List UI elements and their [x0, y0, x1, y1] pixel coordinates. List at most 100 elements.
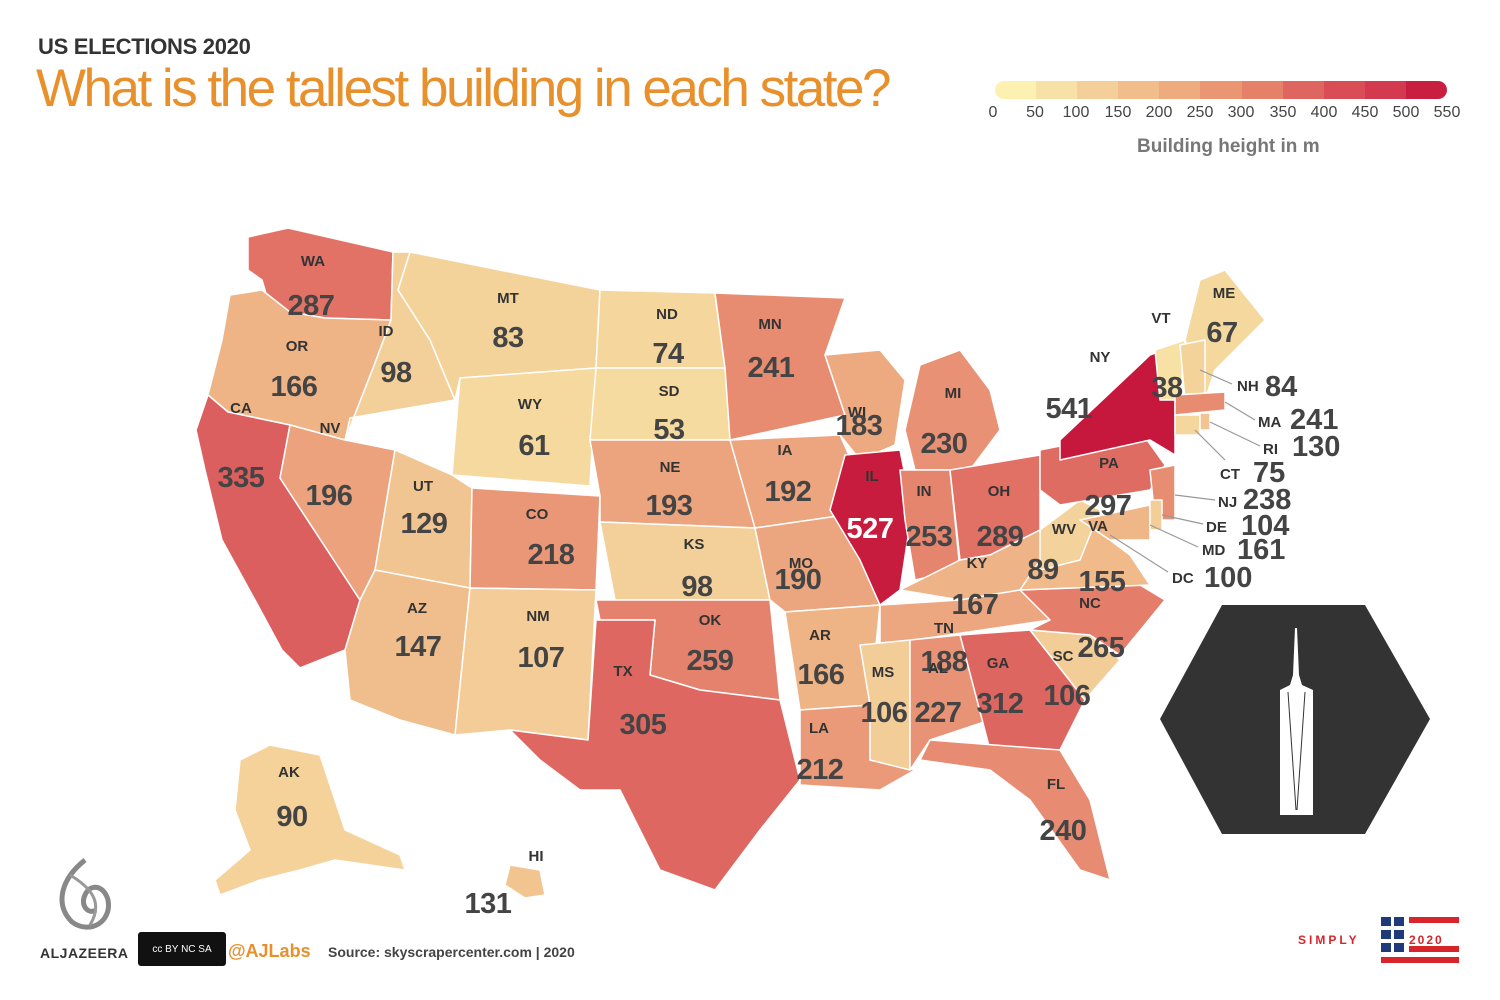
state-code-label: NM	[526, 608, 550, 625]
state-value-label: 53	[653, 414, 685, 446]
state-code-label: IA	[777, 442, 793, 459]
state-value-label: 196	[305, 480, 353, 512]
leader-line	[1224, 401, 1256, 421]
state-code-label: ID	[378, 323, 394, 340]
state-code-label: CA	[230, 400, 252, 417]
state-value-label: 230	[920, 428, 968, 460]
state-value-label: 297	[1084, 490, 1132, 522]
state-value-label: 129	[400, 508, 448, 540]
state-value-label: 305	[619, 709, 667, 741]
cc-license-badge: cc BY NC SA	[138, 932, 226, 966]
state-code-label: AL	[928, 660, 948, 677]
state-value-label: 212	[796, 754, 844, 786]
legend-tick-label: 350	[1269, 104, 1297, 121]
state-code-label: MI	[944, 385, 962, 402]
legend-caption: Building height in m	[1137, 136, 1320, 157]
state-value-label: 107	[517, 642, 565, 674]
state-value-label: 241	[747, 352, 795, 384]
state-value-label: 183	[835, 410, 883, 442]
simply-label: SIMPLY	[1298, 933, 1360, 947]
state-value-label: 67	[1206, 317, 1238, 349]
state-code-label: MO	[788, 555, 814, 572]
state-ms	[859, 639, 911, 771]
state-code-label: AK	[278, 764, 300, 781]
legend-tick-label: 450	[1351, 104, 1379, 121]
state-code-label: DC	[1172, 570, 1194, 587]
state-value-label: 89	[1027, 554, 1059, 586]
leader-line	[1109, 534, 1169, 573]
aljazeera-logo	[59, 858, 111, 930]
legend-swatch	[1405, 81, 1448, 99]
state-value-label: 98	[681, 571, 713, 603]
social-handle[interactable]: @AJLabs	[228, 941, 311, 961]
state-fl	[919, 739, 1111, 881]
state-code-label: MA	[1258, 414, 1282, 431]
legend-swatch	[1118, 81, 1160, 99]
state-il	[829, 449, 913, 606]
legend-tick-label: 550	[1433, 104, 1461, 121]
state-value-label: 238	[1243, 484, 1292, 516]
state-value-label: 166	[270, 371, 318, 403]
building-hexagon-graphic	[1160, 605, 1430, 834]
state-code-label: RI	[1263, 441, 1278, 458]
state-value-label: 240	[1039, 815, 1087, 847]
state-value-label: 253	[905, 521, 953, 553]
state-code-label: NC	[1079, 595, 1101, 612]
leader-line	[1149, 524, 1199, 548]
state-value-label: 38	[1151, 372, 1183, 404]
state-code-label: IL	[865, 468, 879, 485]
legend-swatch	[1364, 81, 1406, 99]
legend-swatch	[1282, 81, 1324, 99]
state-code-label: VA	[1088, 518, 1108, 535]
state-code-label: CO	[525, 506, 549, 523]
state-value-label: 106	[860, 697, 908, 729]
state-code-label: WI	[847, 404, 867, 421]
state-value-label: 335	[217, 462, 265, 494]
state-ri	[1199, 412, 1211, 431]
eyebrow: US ELECTIONS 2020	[38, 34, 251, 59]
state-code-label: OH	[987, 483, 1011, 500]
state-code-label: KS	[683, 536, 705, 553]
state-code-label: CT	[1220, 466, 1240, 483]
state-value-label: 166	[797, 659, 845, 691]
state-value-label: 131	[464, 888, 512, 920]
state-value-label: 104	[1241, 510, 1290, 542]
state-code-label: AR	[809, 627, 831, 644]
legend-swatch	[995, 81, 1037, 99]
state-code-label: TN	[934, 620, 954, 637]
state-hi	[504, 864, 546, 899]
state-value-label: 312	[976, 688, 1024, 720]
state-ga	[959, 629, 1086, 751]
color-legend	[995, 81, 1448, 99]
legend-tick-label: 50	[1026, 104, 1044, 121]
legend-swatch	[1036, 81, 1078, 99]
state-value-label: 192	[764, 476, 812, 508]
state-value-label: 74	[652, 338, 684, 370]
state-code-label: UT	[413, 478, 433, 495]
state-code-label: WA	[300, 253, 326, 270]
legend-tick-label: 0	[988, 104, 998, 121]
state-code-label: MT	[497, 290, 519, 307]
state-code-label: LA	[809, 720, 829, 737]
state-code-label: MN	[758, 316, 782, 333]
legend-tick-label: 100	[1062, 104, 1090, 121]
state-value-label: 83	[492, 322, 524, 354]
leader-line	[1209, 421, 1261, 447]
state-value-label: 100	[1204, 562, 1253, 594]
legend-tick-label: 500	[1392, 104, 1420, 121]
state-ak	[214, 744, 406, 896]
state-code-label: SD	[658, 383, 680, 400]
source-note: Source: skyscrapercenter.com | 2020	[328, 944, 575, 960]
state-code-label: WY	[517, 396, 543, 413]
state-value-label: 287	[287, 290, 335, 322]
state-code-label: PA	[1099, 455, 1119, 472]
leader-line	[1194, 429, 1226, 461]
state-code-label: NJ	[1218, 494, 1238, 511]
state-code-label: AZ	[407, 600, 427, 617]
leader-line	[1199, 369, 1233, 385]
state-value-label: 188	[920, 646, 968, 678]
state-code-label: DE	[1206, 519, 1227, 536]
state-value-label: 75	[1253, 457, 1286, 489]
state-code-label: NV	[319, 420, 341, 437]
state-code-label: WV	[1051, 521, 1077, 538]
